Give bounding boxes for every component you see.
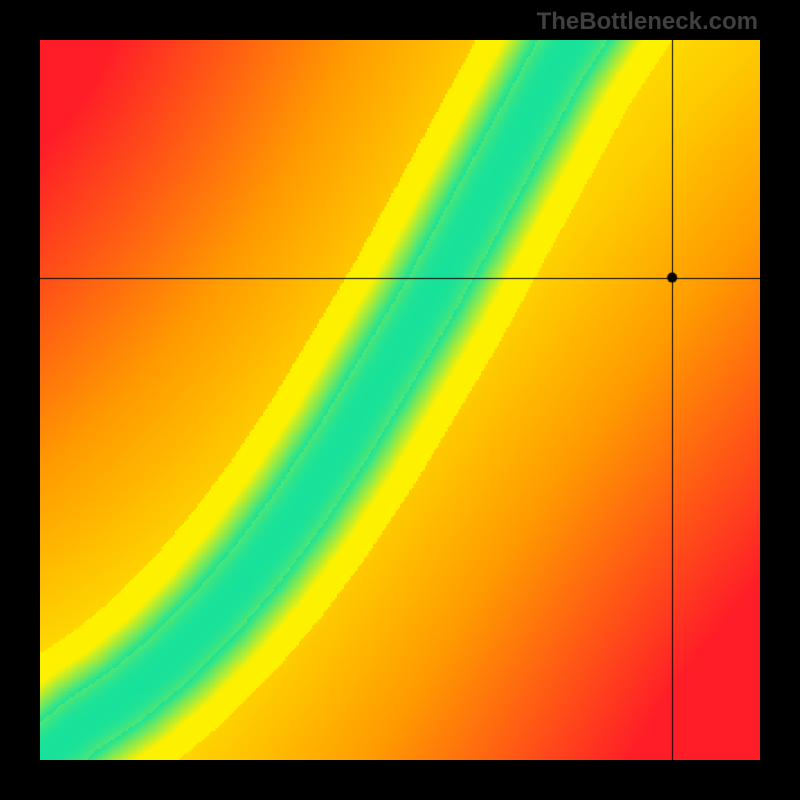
watermark-text: TheBottleneck.com — [537, 8, 758, 36]
crosshair-overlay — [40, 40, 760, 760]
chart-frame: TheBottleneck.com — [0, 0, 800, 800]
